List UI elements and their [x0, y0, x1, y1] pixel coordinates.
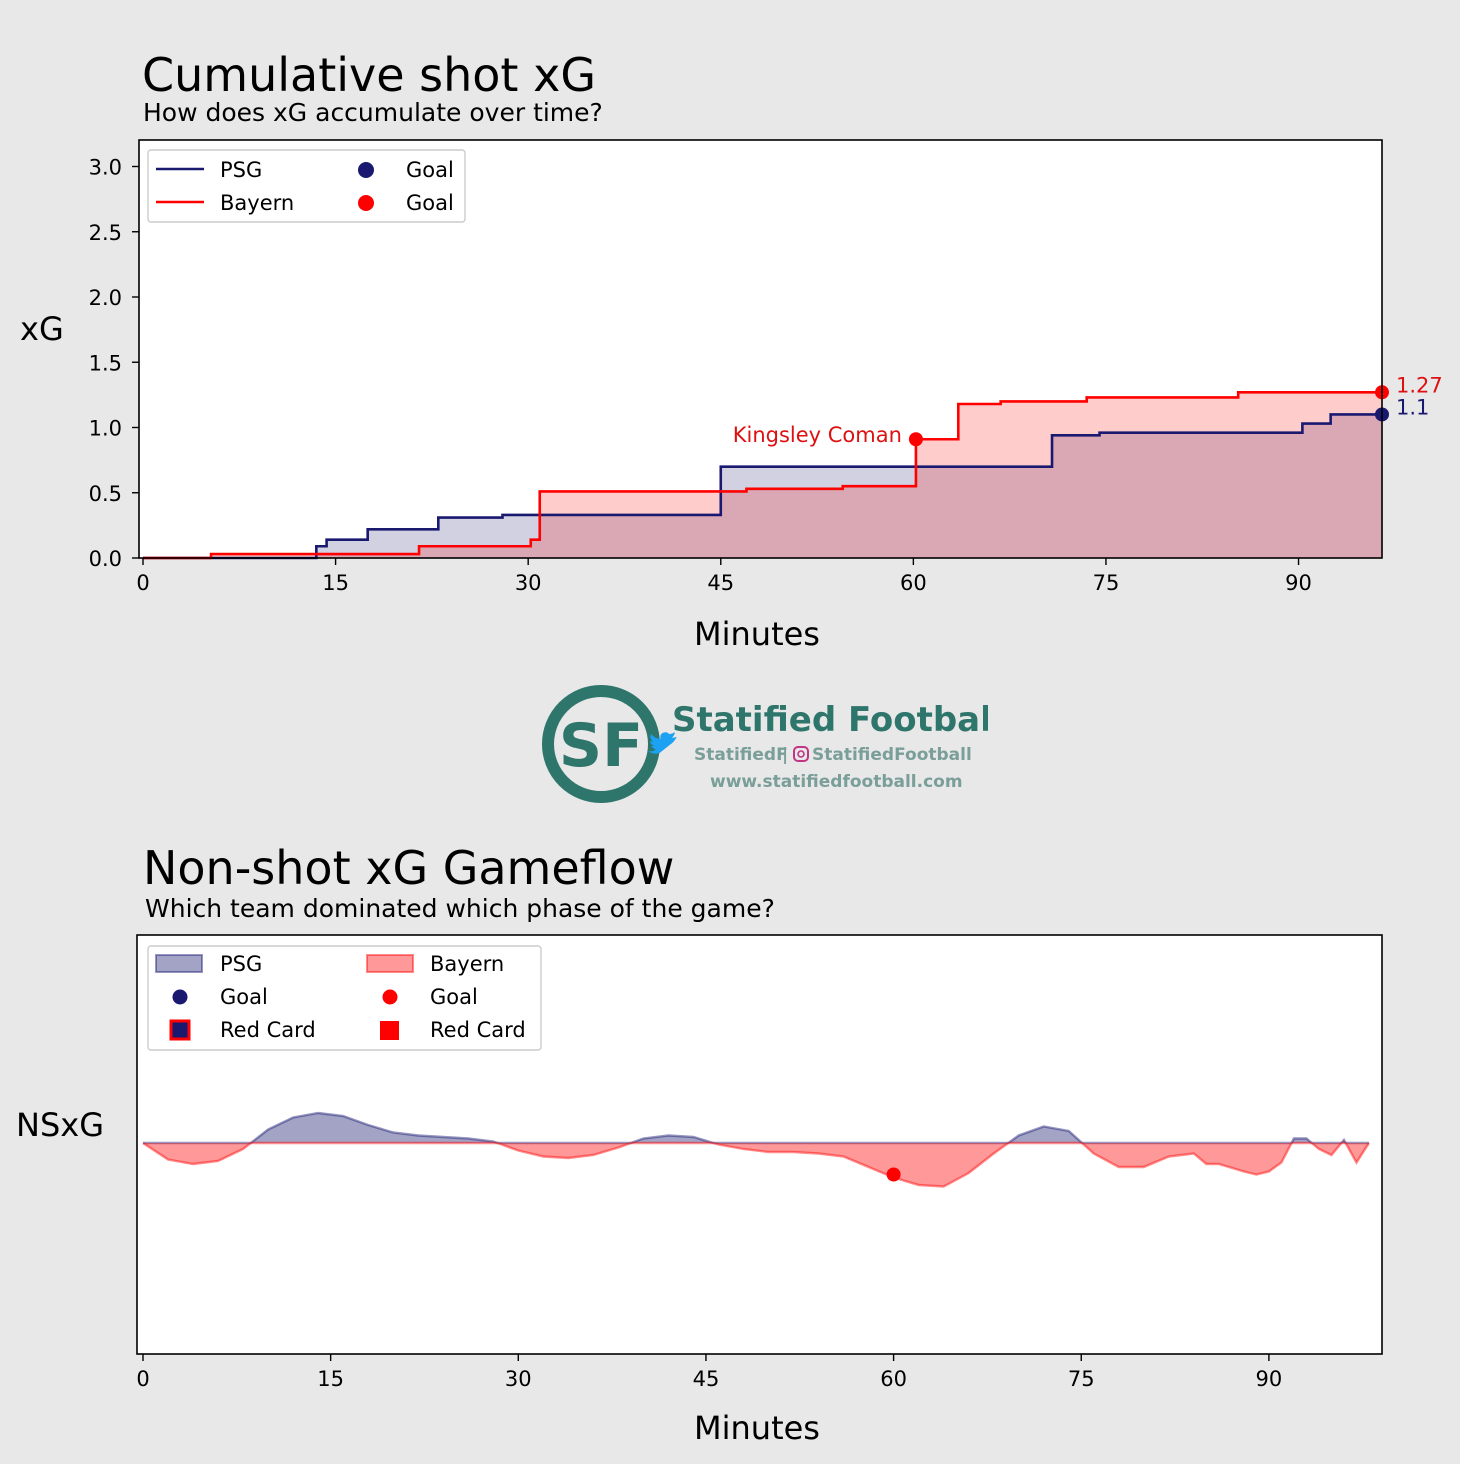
x-tick-label: 60: [900, 571, 927, 595]
logo-instagram-handle: StatifiedFootball: [812, 745, 972, 765]
chart1-subtitle: How does xG accumulate over time?: [143, 98, 603, 127]
legend-patch-psg: [155, 954, 203, 973]
chart1-title: Cumulative shot xG: [142, 48, 596, 102]
legend-redcard-bayern: [380, 1021, 399, 1040]
legend-label-goal-psg: Goal: [406, 158, 454, 182]
x-tick-label: 15: [317, 1367, 344, 1391]
logo-separator: |: [782, 745, 788, 765]
nsxg-area-bayern: [143, 1143, 1369, 1187]
x-tick-label: 90: [1256, 1367, 1283, 1391]
x-tick-label: 45: [707, 571, 734, 595]
legend-label-psg: PSG: [220, 952, 262, 976]
x-tick-label: 0: [136, 1367, 149, 1391]
series-line-bayern: [143, 390, 1382, 560]
instagram-icon: [793, 746, 809, 762]
chart1-plot: Kingsley Coman 1.271.1 0 15 30 45 60 75 90 0.0 0.5…: [89, 139, 1443, 595]
legend-goal-psg: [358, 162, 374, 178]
x-tick-label: 60: [880, 1367, 907, 1391]
statified-football-logo: SF Statified Football StatifiedF | Stati…: [538, 680, 1003, 810]
x-tick-label: 90: [1285, 571, 1312, 595]
chart1-xlabel: Minutes: [694, 615, 820, 653]
end-label-bayern: 1.27: [1396, 373, 1443, 397]
twitter-icon: [648, 732, 677, 754]
legend-label-psg: PSG: [220, 158, 262, 182]
chart2-xlabel: Minutes: [694, 1409, 820, 1447]
nsxg-goal-marker-bayern: [886, 1167, 901, 1182]
x-tick-label: 0: [136, 571, 149, 595]
y-tick-label: 0.5: [89, 482, 122, 506]
legend-patch-bayern: [366, 954, 414, 973]
legend-label-redcard-bayern: Red Card: [430, 1018, 526, 1042]
logo-url: www.statifiedfootball.com: [710, 772, 963, 792]
chart1-frame: [138, 139, 1383, 559]
legend-redcard-psg: [169, 1019, 191, 1041]
y-tick-label: 0.0: [89, 547, 122, 571]
series-area-bayern: [143, 392, 1382, 558]
legend-goal-bayern: [382, 989, 398, 1005]
chart1-ylabel: xG: [20, 310, 64, 348]
series-area-psg: [143, 414, 1382, 558]
legend-label-goal-psg: Goal: [220, 985, 268, 1009]
nsxg-line-bayern: [142, 1141, 1370, 1188]
y-tick-label: 1.5: [89, 351, 122, 375]
y-tick-label: 2.0: [89, 286, 122, 310]
chart1-legend: [147, 149, 466, 223]
legend-label-bayern: Bayern: [220, 191, 294, 215]
legend-label-goal-bayern: Goal: [406, 191, 454, 215]
x-tick-label: 30: [505, 1367, 532, 1391]
series-line-psg: [143, 413, 1382, 560]
chart2-subtitle: Which team dominated which phase of the …: [145, 894, 775, 923]
end-label-psg: 1.1: [1396, 395, 1429, 419]
legend-goal-psg: [172, 989, 188, 1005]
legend-label-redcard-psg: Red Card: [220, 1018, 316, 1042]
goal-annotation: Kingsley Coman: [733, 423, 902, 447]
logo-monogram: SF: [559, 711, 643, 781]
chart2-frame: [136, 934, 1383, 1355]
legend-label-goal-bayern: Goal: [430, 985, 478, 1009]
x-tick-label: 15: [322, 571, 349, 595]
x-tick-label: 45: [693, 1367, 720, 1391]
y-tick-label: 2.5: [89, 221, 122, 245]
y-tick-label: 1.0: [89, 417, 122, 441]
logo-twitter-handle: StatifiedF: [694, 745, 788, 765]
logo-name: Statified Football: [672, 700, 988, 740]
y-tick-label: 3.0: [89, 156, 122, 180]
x-tick-label: 75: [1093, 571, 1120, 595]
chart2-legend: [147, 945, 542, 1051]
legend-label-bayern: Bayern: [430, 952, 504, 976]
nsxg-line-psg: [143, 1111, 1369, 1145]
goal-marker-bayern: [908, 432, 923, 447]
nsxg-area-psg: [143, 1113, 1369, 1143]
chart2-title: Non-shot xG Gameflow: [143, 841, 675, 895]
legend-goal-bayern: [358, 195, 374, 211]
x-tick-label: 30: [515, 571, 542, 595]
chart2-ylabel: NSxG: [16, 1106, 104, 1144]
x-tick-label: 75: [1068, 1367, 1095, 1391]
